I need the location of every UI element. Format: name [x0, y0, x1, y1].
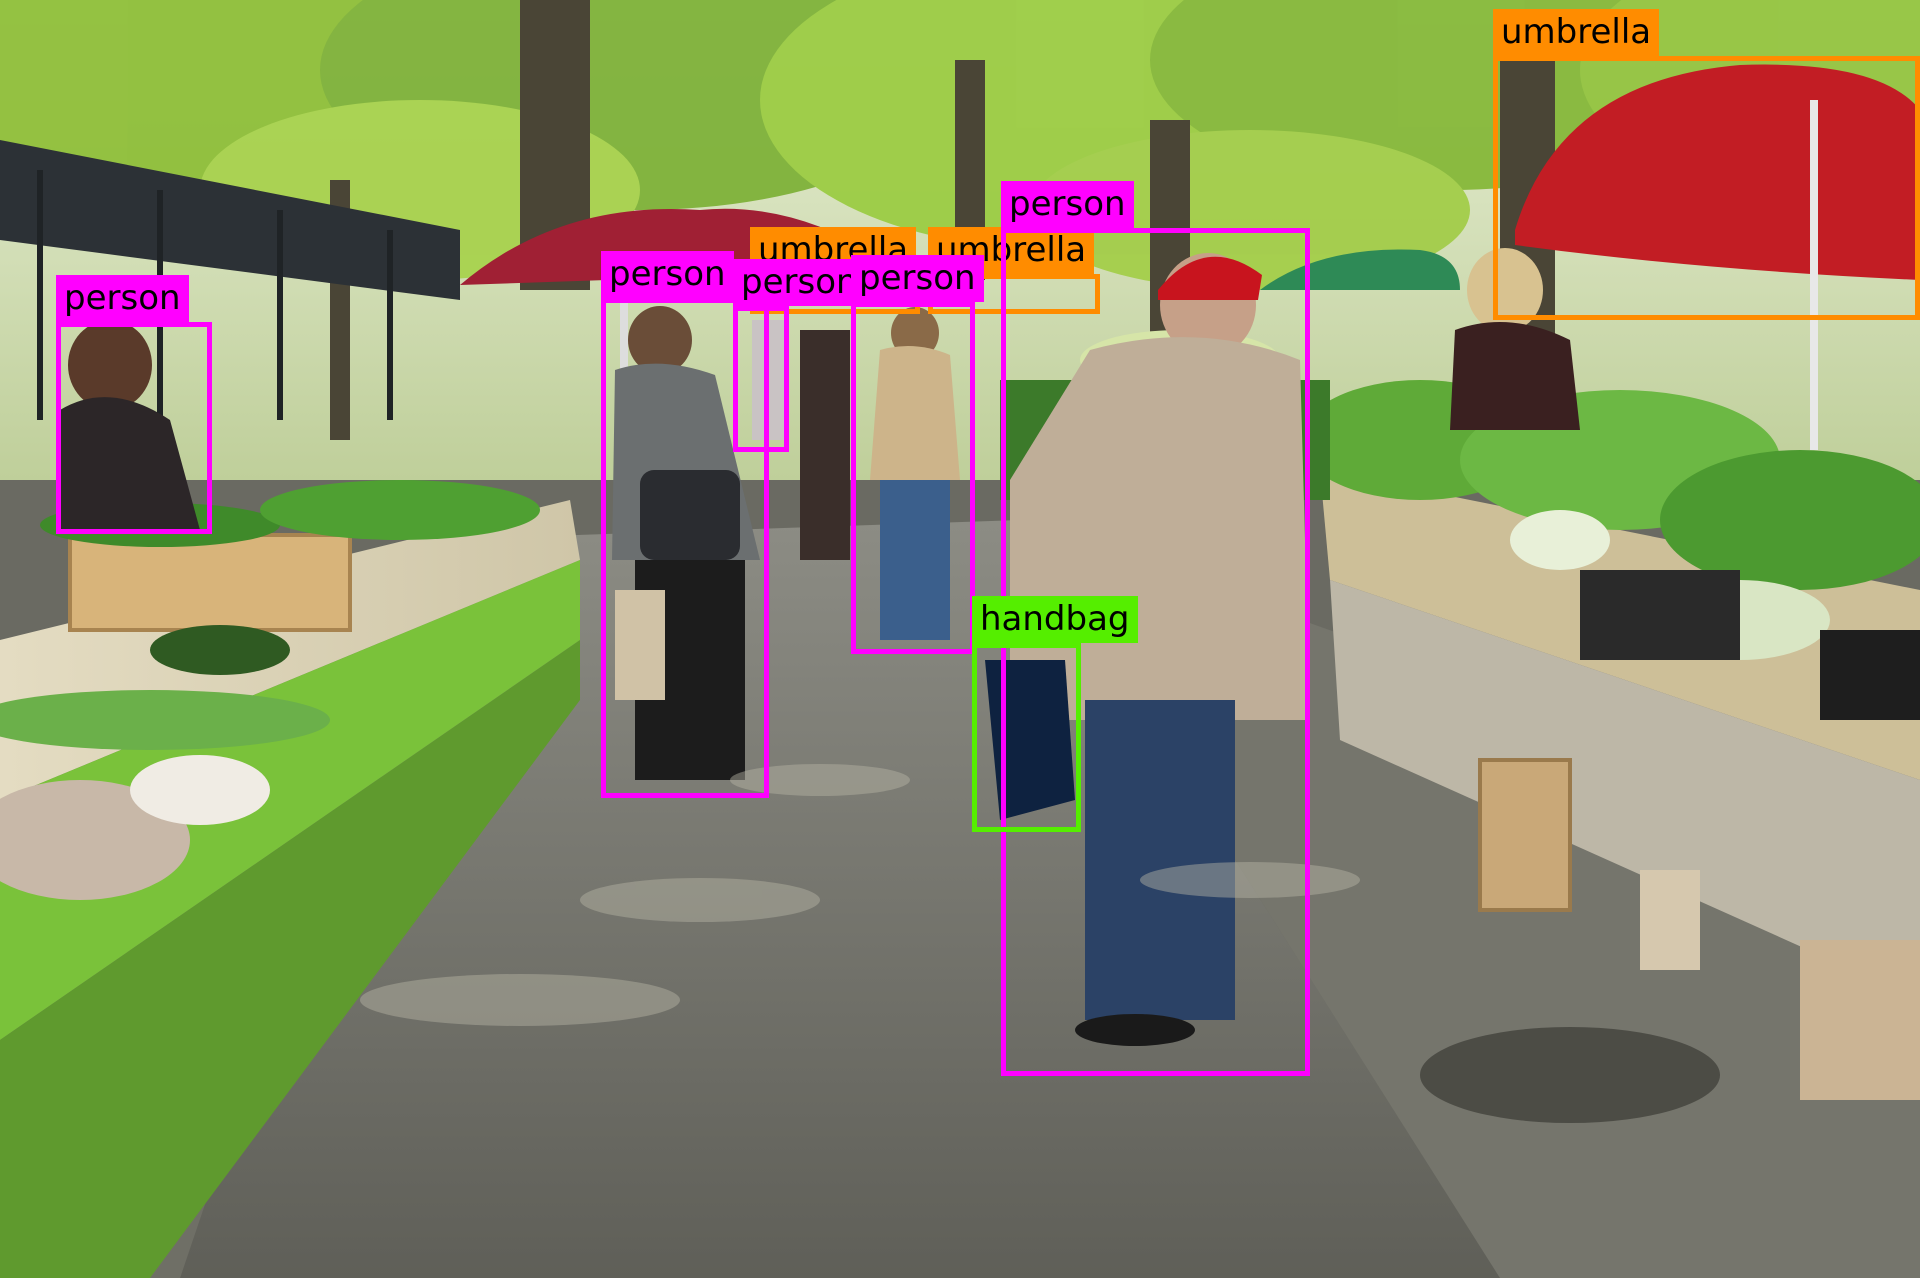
left-produce: [0, 480, 540, 900]
person-box: person: [56, 275, 212, 534]
umbrella-label: umbrella: [1493, 9, 1660, 56]
person-box: person: [851, 255, 984, 654]
person-label: person: [601, 251, 734, 298]
people-silhouettes: [60, 248, 1580, 1046]
handbag-box: handbag: [972, 596, 1138, 832]
umbrella-right: [1515, 64, 1920, 280]
person-label: person: [851, 255, 984, 302]
person-box: person: [1001, 181, 1310, 1076]
market-roof: [0, 140, 460, 300]
handbag-label: handbag: [972, 596, 1138, 643]
person-label: person: [56, 275, 189, 322]
person-box: person: [601, 251, 769, 798]
person-box: person: [733, 259, 866, 452]
person-label: person: [1001, 181, 1134, 228]
person-label: person: [733, 259, 866, 306]
umbrella-box: umbrella: [1493, 9, 1920, 320]
